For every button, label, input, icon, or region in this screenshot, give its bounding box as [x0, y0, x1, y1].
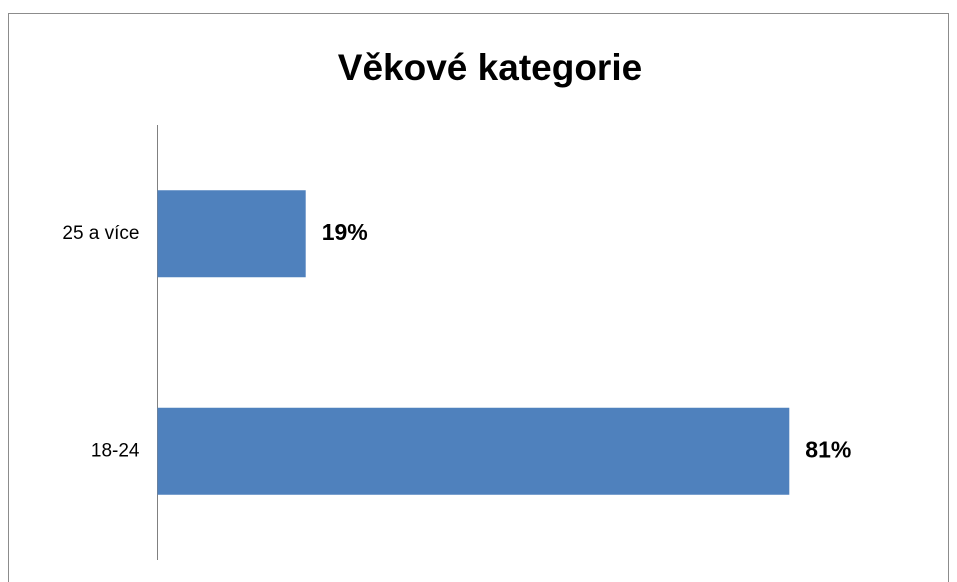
bar — [157, 407, 790, 495]
chart-title: Věkové kategorie — [338, 47, 642, 88]
y-tick-label: 18-24 — [91, 440, 140, 461]
data-label: 81% — [805, 436, 851, 462]
bar — [157, 190, 306, 278]
data-label: 19% — [322, 219, 368, 245]
y-tick-label: 25 a více — [62, 223, 139, 244]
chart-frame — [8, 13, 949, 582]
